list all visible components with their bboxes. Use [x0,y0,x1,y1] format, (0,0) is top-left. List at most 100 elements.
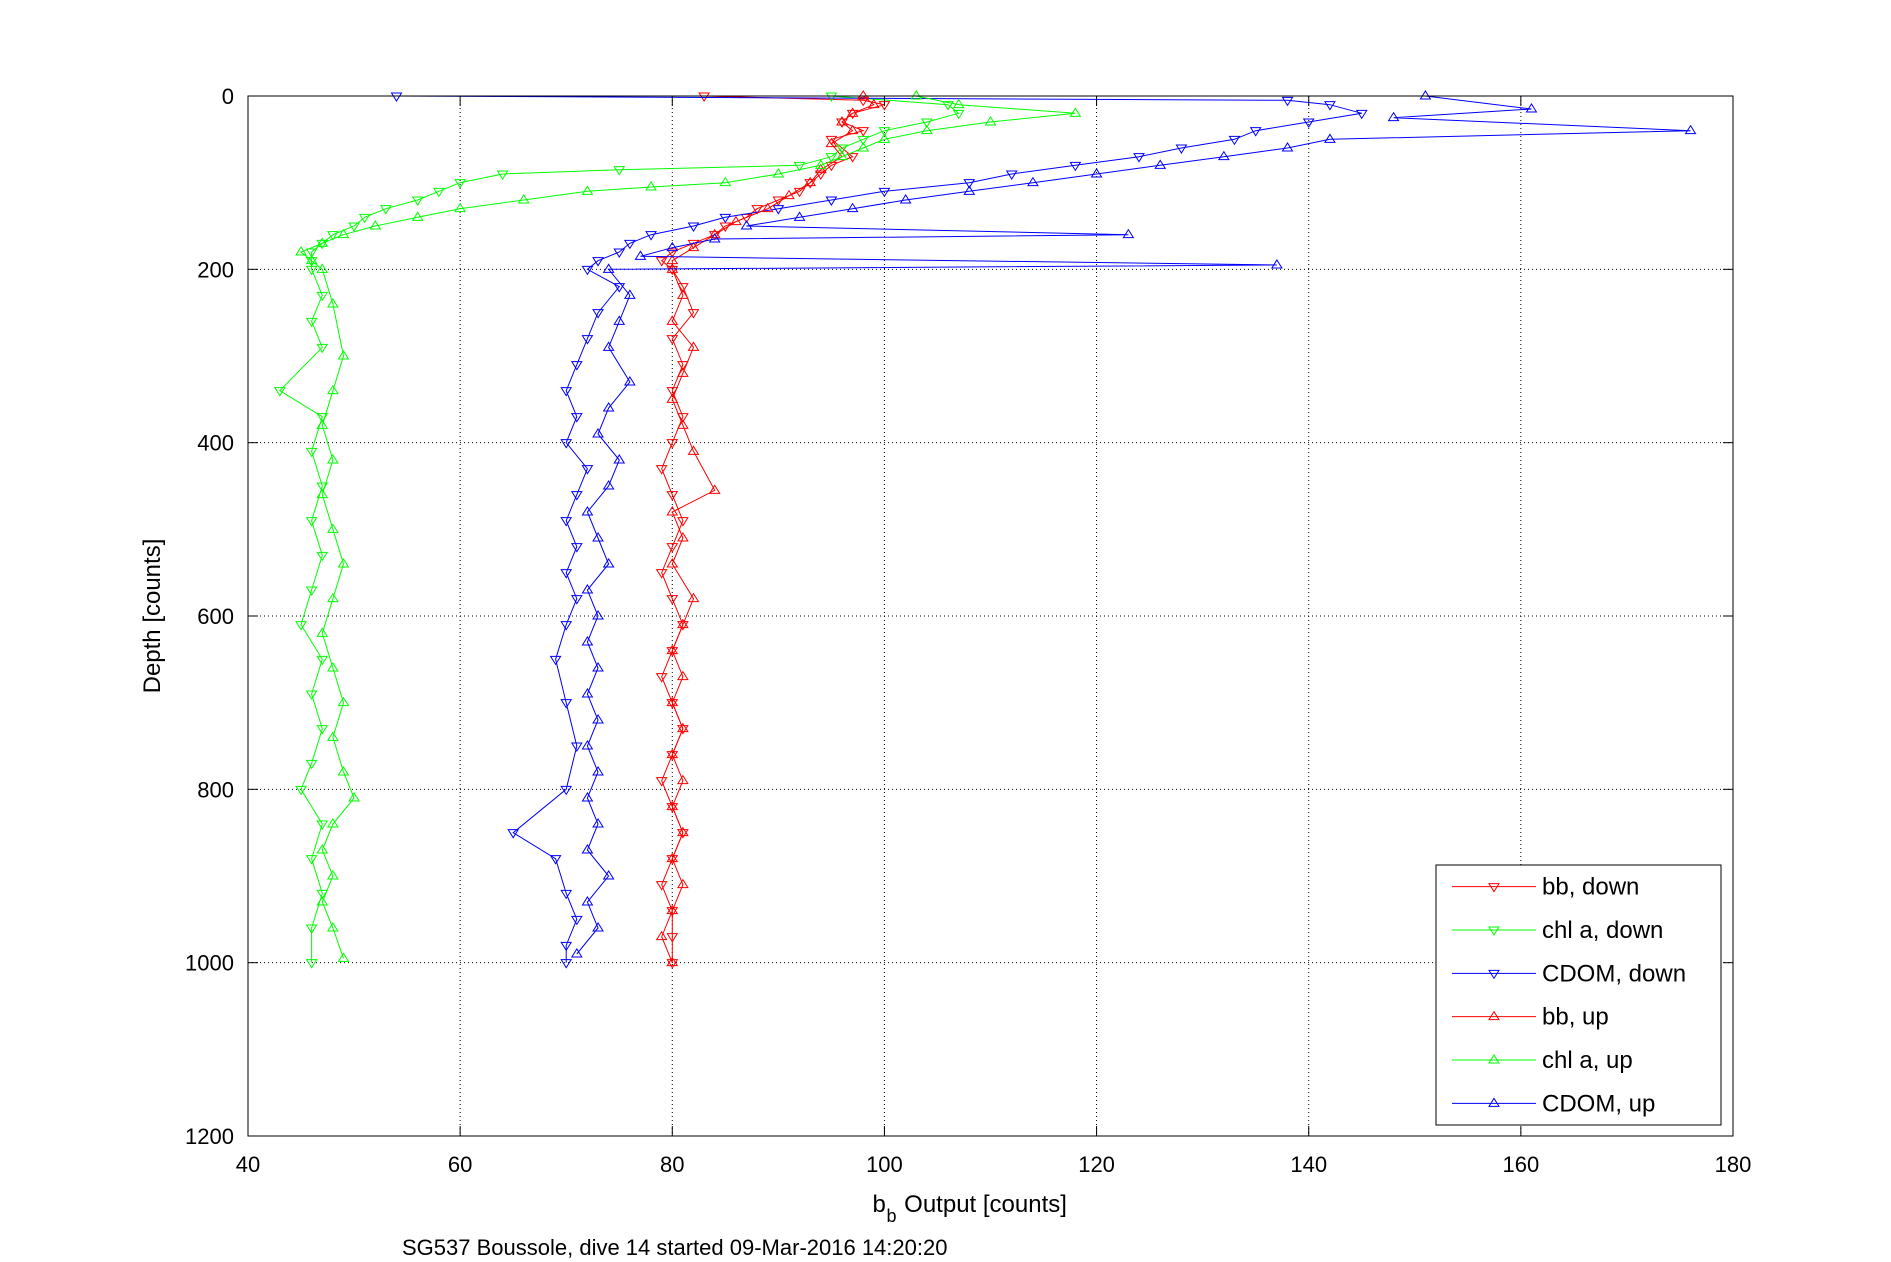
legend-item: CDOM, up [1452,1090,1655,1117]
data-point [846,202,859,213]
data-point [655,930,668,941]
data-point [602,558,615,568]
x-tick-label: 140 [1290,1152,1327,1177]
legend-marker [1488,1054,1500,1064]
data-point [592,610,604,620]
data-point [305,447,318,458]
ticks: 40 60 80 100 120 140 160 180 0 200 400 600 800 1000 12… [185,84,1751,1177]
data-point [592,532,604,542]
data-point [549,855,562,865]
data-point [676,774,689,785]
data-point [1302,118,1315,128]
data-point [666,393,679,403]
x-axis-label-subscript: b [887,1206,897,1226]
data-point [687,445,700,455]
data-point [1281,142,1294,152]
data-point [878,127,891,137]
data-point [1387,111,1400,122]
data-point [337,766,350,776]
data-point [666,263,679,273]
legend: bb, down chl a, down CDOM, down bb, up chl a… [1435,864,1722,1126]
data-point [1281,96,1294,107]
data-point [592,818,604,828]
legend-label: CDOM, down [1542,960,1686,987]
data-point [793,187,806,198]
data-point [602,263,615,273]
data-point [655,465,668,475]
data-point [1525,103,1538,113]
legend-label: chl a, down [1542,917,1663,944]
data-point [316,844,329,854]
data-point [602,870,615,880]
data-point [825,153,838,163]
data-point [836,116,848,126]
data-point [623,239,636,250]
data-point [305,690,318,700]
data-point [1027,176,1039,187]
data-point [623,376,636,386]
data-point [549,655,562,666]
data-point [560,699,573,709]
data-point [326,523,339,533]
data-point [1419,90,1432,100]
data-point [326,662,339,672]
data-point [1355,109,1368,120]
data-point [517,194,530,204]
legend-item: bb, up [1452,1004,1609,1031]
data-point [666,956,679,967]
data-point [613,248,626,258]
data-point [655,673,668,683]
y-axis-label: Depth [counts] [139,539,166,694]
data-point [581,792,594,802]
data-point [676,621,689,631]
data-point [581,265,594,276]
data-point [602,341,615,351]
data-point [676,419,689,429]
data-point [570,915,583,926]
data-point [676,283,689,293]
data-point [305,317,318,328]
data-point [793,211,806,221]
data-point [496,170,509,180]
data-point [730,215,742,226]
data-point [1684,124,1697,135]
data-point [560,439,573,449]
data-point [358,213,371,224]
data-point [719,176,732,187]
data-point [1324,101,1336,111]
data-point [666,543,679,553]
data-point [676,367,689,377]
data-point [581,688,594,698]
data-point [676,878,689,889]
data-point [867,98,880,109]
data-point [570,742,583,752]
data-point [390,92,403,102]
data-point [825,92,838,102]
data-point [676,413,689,423]
data-point [846,109,859,120]
y-tick-label: 800 [197,777,234,802]
data-point [581,185,594,195]
data-point [613,283,626,293]
data-point [454,179,467,189]
data-point [348,792,360,802]
data-point [326,384,339,395]
data-point [1133,153,1145,163]
series-4 [295,90,1082,962]
data-point [316,655,329,666]
x-axis-label-symbol: b [873,1191,886,1218]
data-point [570,595,583,605]
data-point [316,725,329,735]
data-point [857,135,870,146]
data-point [369,220,382,230]
legend-label: bb, down [1542,874,1639,901]
data-point [666,852,679,863]
data-point [592,922,604,932]
data-point [454,202,467,213]
legend-box [1435,864,1722,1126]
legend-label: bb, up [1542,1004,1609,1031]
data-point [326,298,339,308]
data-point [920,118,933,128]
data-point [581,465,594,475]
y-tick-label: 400 [197,431,234,456]
